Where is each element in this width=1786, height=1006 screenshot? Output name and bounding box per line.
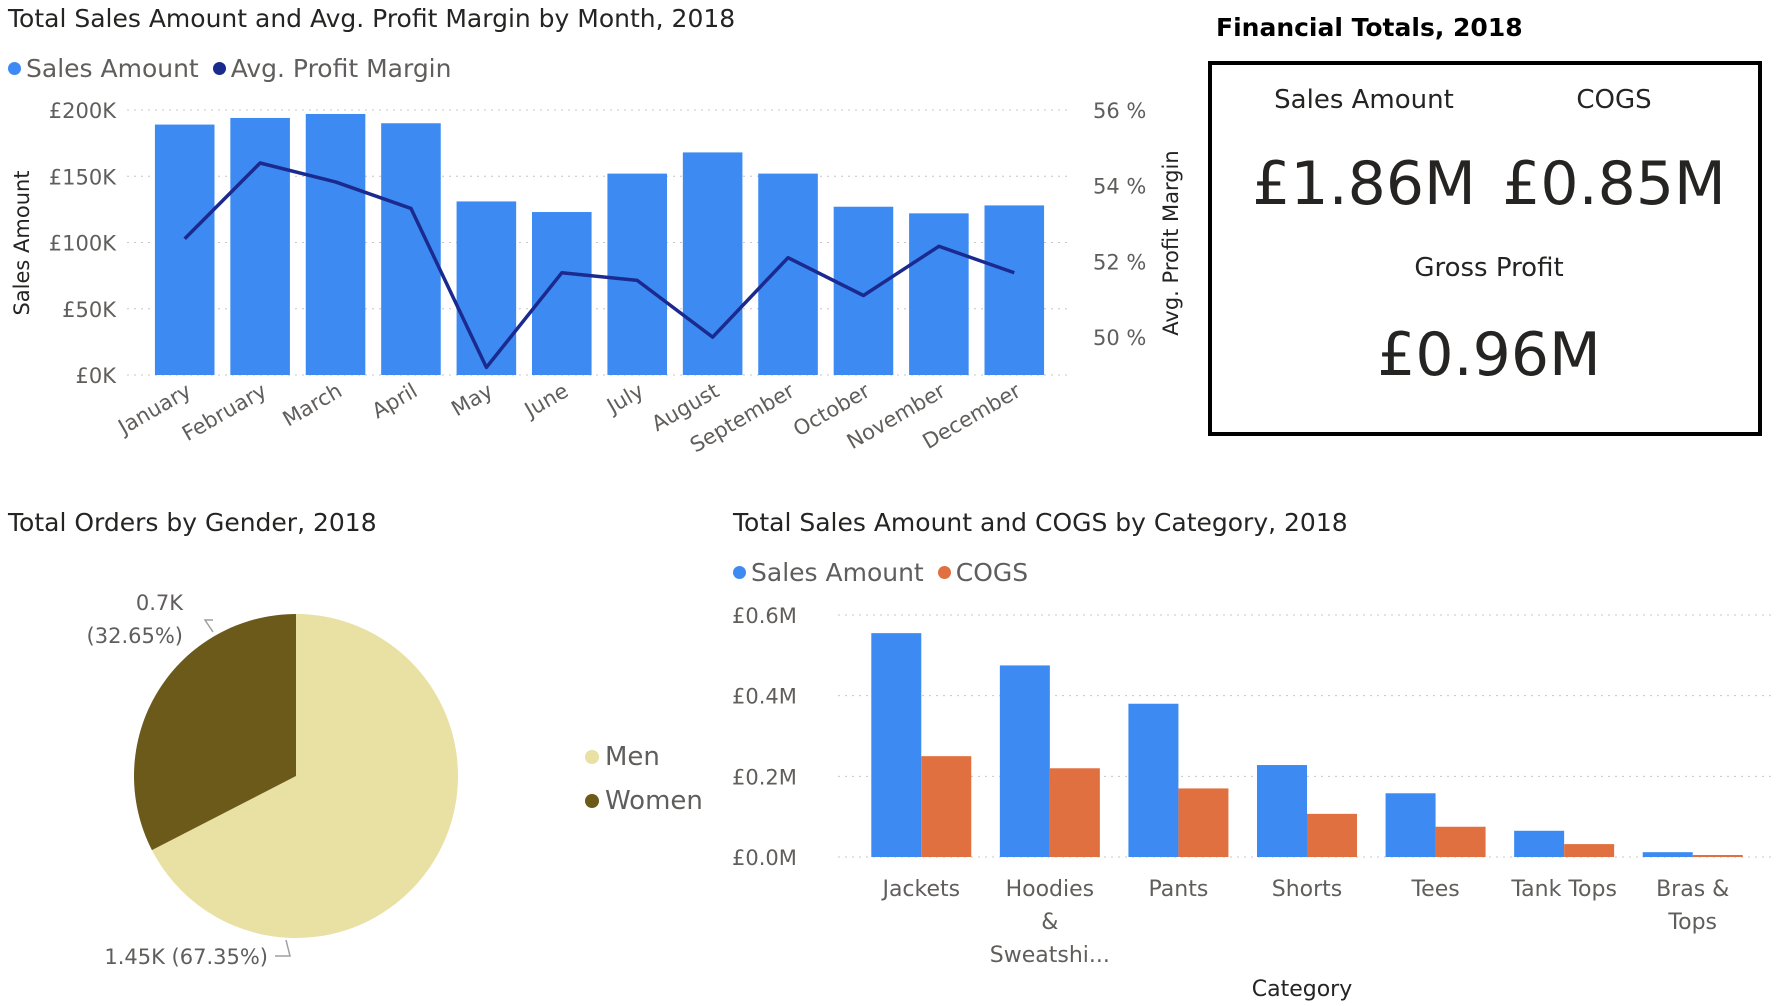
x-tick-label: Jackets <box>880 877 960 902</box>
legend-dot-margin <box>212 62 226 75</box>
cogs-label: COGS <box>1576 85 1652 115</box>
legend-item-margin[interactable]: Avg. Profit Margin <box>212 54 452 83</box>
y-right-tick-label: 52 % <box>1093 250 1146 274</box>
data-label-women-percent: (32.65%) <box>87 624 183 648</box>
legend-label-cat-sales: Sales Amount <box>751 558 924 587</box>
sales-amount-value: £1.86M <box>1252 149 1476 219</box>
legend-item-sales[interactable]: Sales Amount <box>8 54 199 83</box>
financial-totals-card: Sales Amount COGS £1.86M £0.85M Gross Pr… <box>1208 61 1762 436</box>
bar-sales-hoodies-sweatshi <box>999 665 1050 857</box>
bar-cogs-pants <box>1178 788 1229 857</box>
legend-dot-men <box>585 750 599 764</box>
x-axis-title: Category <box>1252 977 1353 1002</box>
x-tick-label: Pants <box>1149 877 1209 902</box>
bar-sales-bras-tops <box>1642 852 1693 857</box>
gross-profit-value: £0.96M <box>1377 320 1601 390</box>
sales-amount-label: Sales Amount <box>1274 85 1454 115</box>
bar-sales-february <box>230 117 290 375</box>
leader-line-women <box>203 619 214 633</box>
bar-sales-march <box>305 113 366 375</box>
y-left-tick-label: £50K <box>62 298 117 322</box>
monthly-legend: Sales Amount Avg. Profit Margin <box>8 54 465 83</box>
totals-title: Financial Totals, 2018 <box>1216 13 1523 42</box>
legend-item-men[interactable]: Men <box>585 735 703 779</box>
y-left-axis-title: Sales Amount <box>10 170 34 315</box>
legend-label-sales: Sales Amount <box>26 54 199 83</box>
y-tick-label: £0.0M <box>732 846 797 870</box>
y-tick-label: £0.6M <box>732 604 797 628</box>
bar-sales-october <box>833 206 894 375</box>
legend-item-cat-sales[interactable]: Sales Amount <box>733 558 924 587</box>
bar-sales-january <box>154 124 215 375</box>
line-avg-profit-margin <box>183 161 1015 370</box>
y-tick-label: £0.2M <box>732 765 797 789</box>
bar-sales-july <box>607 173 667 375</box>
bar-cogs-hoodies-sweatshi <box>1049 768 1100 857</box>
category-chart-title: Total Sales Amount and COGS by Category,… <box>733 508 1348 537</box>
bar-sales-may <box>456 201 517 375</box>
y-left-tick-label: £200K <box>49 99 117 123</box>
y-right-tick-label: 54 % <box>1093 175 1146 199</box>
legend-dot-cat-sales <box>733 566 746 579</box>
y-right-axis-title: Avg. Profit Margin <box>1159 150 1183 335</box>
y-left-tick-label: £100K <box>49 232 117 256</box>
legend-item-cat-cogs[interactable]: COGS <box>937 558 1029 587</box>
bar-sales-tees <box>1385 793 1436 857</box>
legend-label-margin: Avg. Profit Margin <box>230 54 452 83</box>
legend-dot-women <box>585 794 599 808</box>
x-tick-label: Sweatshi... <box>990 943 1110 968</box>
pie-slice-women <box>133 613 296 851</box>
legend-label-cat-cogs: COGS <box>955 558 1029 587</box>
bar-cogs-bras-tops <box>1692 854 1743 857</box>
leader-line-men <box>275 939 291 957</box>
bar-sales-tank-tops <box>1514 830 1565 857</box>
x-tick-label: & <box>1041 910 1058 935</box>
gender-legend: Men Women <box>585 735 703 823</box>
y-left-tick-label: £150K <box>49 165 117 189</box>
legend-dot-sales <box>8 62 21 75</box>
gender-chart-title: Total Orders by Gender, 2018 <box>8 508 377 537</box>
x-tick-label: Tops <box>1667 910 1717 935</box>
cogs-value: £0.85M <box>1502 149 1726 219</box>
legend-label-men: Men <box>605 742 660 772</box>
bar-sales-november <box>909 213 969 375</box>
monthly-chart-title: Total Sales Amount and Avg. Profit Margi… <box>8 4 736 33</box>
gross-profit-label: Gross Profit <box>1414 253 1564 283</box>
legend-dot-cat-cogs <box>937 566 951 579</box>
x-tick-label: Hoodies <box>1006 877 1095 902</box>
x-tick-label: Bras & <box>1656 877 1729 902</box>
category-legend: Sales Amount COGS <box>733 558 1042 587</box>
legend-item-women[interactable]: Women <box>585 779 703 823</box>
data-label-men: 1.45K (67.35%) <box>104 945 268 969</box>
bar-cogs-shorts <box>1307 813 1357 857</box>
bar-cogs-jackets <box>921 756 972 857</box>
bar-sales-september <box>758 173 818 375</box>
bar-cogs-tank-tops <box>1564 844 1615 857</box>
pie-slice-men <box>151 614 458 938</box>
y-right-tick-label: 56 % <box>1093 99 1146 123</box>
bar-sales-jackets <box>871 633 922 857</box>
x-tick-label: Shorts <box>1272 877 1343 902</box>
legend-label-women: Women <box>605 786 703 816</box>
y-right-tick-label: 50 % <box>1093 326 1146 350</box>
bar-sales-june <box>532 212 592 375</box>
x-tick-label: Tees <box>1410 877 1459 902</box>
y-left-tick-label: £0K <box>76 364 118 388</box>
x-tick-label: Tank Tops <box>1510 877 1617 902</box>
y-tick-label: £0.4M <box>732 685 797 709</box>
bar-sales-shorts <box>1257 765 1307 857</box>
bar-sales-pants <box>1128 703 1179 857</box>
bar-cogs-tees <box>1435 826 1486 857</box>
data-label-women-count: 0.7K <box>136 591 184 615</box>
bar-sales-december <box>984 205 1045 375</box>
